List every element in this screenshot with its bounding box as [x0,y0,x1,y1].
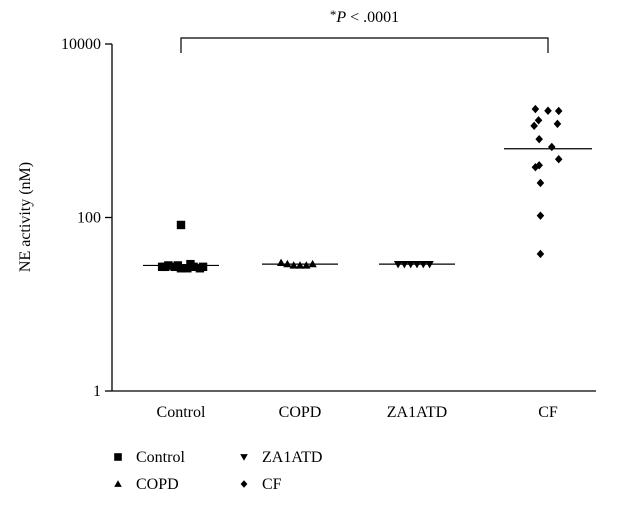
legend-marker [240,454,248,461]
data-point-copd [302,261,311,269]
x-category-label: COPD [279,404,322,421]
legend-label: CF [262,476,282,493]
data-point-cf [554,106,563,116]
data-point-copd [289,261,298,269]
data-point-cf [544,106,552,115]
data-point-cf [535,134,543,144]
data-point-cf [553,119,562,129]
y-tick-label: 100 [77,210,101,227]
y-tick-label: 10000 [61,36,101,53]
data-point-copd [276,258,286,267]
data-point-cf [536,211,545,220]
data-point-cf [531,104,540,114]
x-category-label: Control [157,404,206,421]
data-point-cf [534,116,543,125]
legend-marker [114,453,122,461]
x-category-label: ZA1ATD [387,404,447,421]
y-ticks: 1 100 10000 [61,36,112,400]
data-point-cf [554,154,563,164]
x-category-label: CF [538,404,558,421]
data-point-cf [536,249,545,259]
y-tick-label: 1 [93,383,101,400]
data-point-cf [536,178,545,188]
legend-label: ZA1ATD [262,449,322,466]
data-point-cf [548,142,556,152]
data-point-copd [295,261,305,269]
data-point-cf [530,121,538,131]
legend-label: Control [136,449,185,466]
data-point-control [176,220,186,230]
axes [111,44,596,392]
legend: Control ZA1ATD COPD CF [114,449,322,493]
data-point-control [161,262,170,272]
data-points [157,104,563,273]
data-point-control [186,259,195,269]
legend-marker [114,480,122,487]
data-point-control [198,262,208,272]
data-point-cf [531,163,540,172]
significance-label: *P < .0001 [330,7,399,26]
category-labels: Control COPD ZA1ATD CF [157,404,558,421]
median-lines [143,148,592,267]
y-axis-label: NE activity (nM) [17,162,34,272]
significance-annotation: *P < .0001 [180,7,549,53]
legend-marker [240,480,248,488]
significance-bracket [180,37,549,53]
legend-label: COPD [136,476,179,493]
